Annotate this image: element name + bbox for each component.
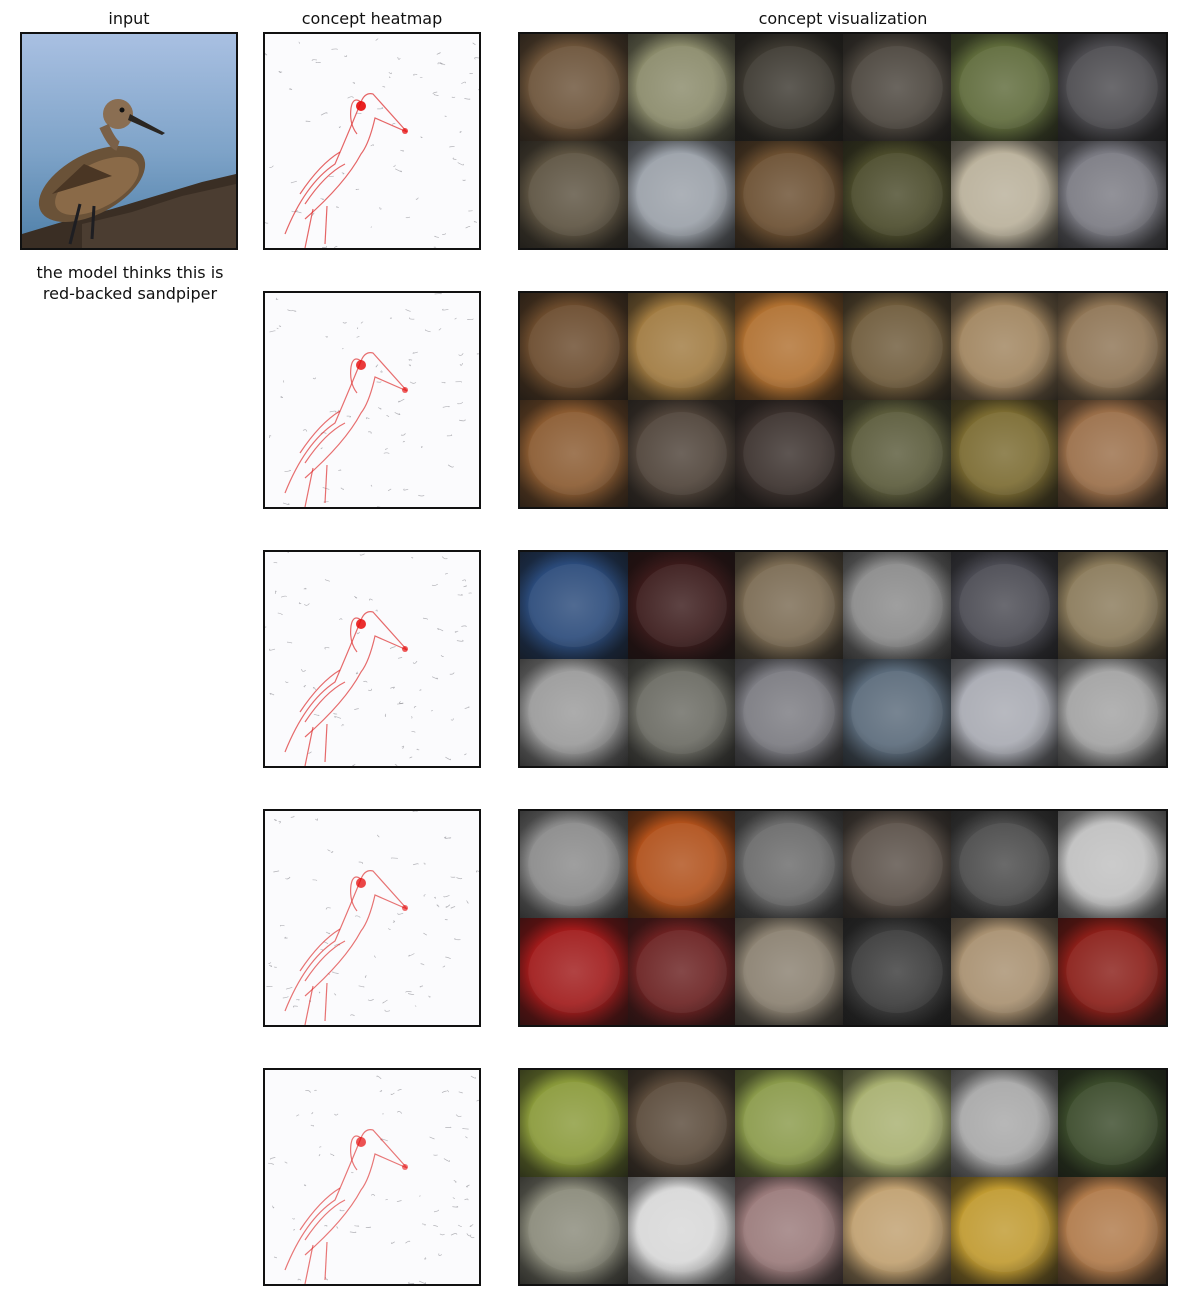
visualization-tile (520, 293, 628, 400)
visualization-tile (1058, 659, 1166, 766)
visualization-tile (735, 918, 843, 1025)
heatmap-hotspot-1 (356, 101, 366, 111)
concept-heatmap-3 (263, 550, 481, 768)
visualization-tile (735, 1070, 843, 1177)
visualization-tile (842, 141, 951, 248)
visualization-tile (842, 34, 951, 141)
visualization-tile (1058, 141, 1166, 248)
visualization-tile (950, 659, 1059, 766)
heatmap-hotspot-4 (356, 878, 366, 888)
visualization-tile (950, 293, 1059, 400)
caption-line-2: red-backed sandpiper (42, 284, 218, 303)
visualization-tile (627, 552, 736, 659)
visualization-tile (842, 293, 951, 400)
concept-visualization-1 (518, 32, 1168, 250)
visualization-tile (735, 293, 843, 400)
visualization-tile (627, 141, 736, 248)
visualization-tile (735, 141, 843, 248)
heatmap-header: concept heatmap (301, 9, 443, 28)
heatmap-drawing-5 (265, 1070, 479, 1284)
visualization-tile (1058, 34, 1166, 141)
visualization-tile (520, 1177, 628, 1284)
concept-heatmap-4 (263, 809, 481, 1027)
visualization-tile (1058, 552, 1166, 659)
visualization-tile (950, 1070, 1059, 1177)
visualization-tile (1058, 293, 1166, 400)
visualization-tile (520, 1070, 628, 1177)
visualization-tile (520, 659, 628, 766)
visualization-tile (627, 659, 736, 766)
visualization-tile (842, 811, 951, 918)
visualization-tile (520, 141, 628, 248)
concept-visualization-4 (518, 809, 1168, 1027)
visualization-tile (627, 1177, 736, 1284)
visualization-tile (1058, 1177, 1166, 1284)
visualization-tile (950, 141, 1059, 248)
heatmap-drawing-3 (265, 552, 479, 766)
visualization-tile (950, 918, 1059, 1025)
visualization-tile (627, 811, 736, 918)
heatmap-hotspot-3 (356, 619, 366, 629)
visualization-tile (1058, 1070, 1166, 1177)
concept-heatmap-2 (263, 291, 481, 509)
input-header: input (108, 9, 150, 28)
visualization-tile (950, 34, 1059, 141)
visualization-tile (520, 918, 628, 1025)
visualization-tile (842, 918, 951, 1025)
visualization-tile (1058, 811, 1166, 918)
visualization-tile (950, 811, 1059, 918)
heatmap-drawing-2 (265, 293, 479, 507)
heatmap-hotspot-5 (356, 1137, 366, 1147)
visualization-tile (842, 1177, 951, 1284)
concept-heatmap-5 (263, 1068, 481, 1286)
sandpiper-photo (22, 34, 236, 248)
concept-visualization-2 (518, 291, 1168, 509)
visualization-tile (950, 552, 1059, 659)
visualization-tile (950, 1177, 1059, 1284)
visualization-tile (735, 400, 843, 507)
visualization-tile (627, 1070, 736, 1177)
caption-line-1: the model thinks this is (36, 263, 224, 282)
visualization-tile (520, 34, 628, 141)
visualization-tile (735, 1177, 843, 1284)
heatmap-hotspot-2 (356, 360, 366, 370)
visualization-tile (627, 293, 736, 400)
heatmap-drawing-1 (265, 34, 479, 248)
visualization-tile (627, 400, 736, 507)
concept-visualization-5 (518, 1068, 1168, 1286)
visualization-tile (627, 34, 736, 141)
visualization-tile (842, 1070, 951, 1177)
visualization-tile (950, 400, 1059, 507)
visualization-tile (520, 811, 628, 918)
heatmap-drawing-4 (265, 811, 479, 1025)
visualization-tile (1058, 400, 1166, 507)
visualization-tile (842, 659, 951, 766)
visualization-tile (735, 811, 843, 918)
visualization-tile (735, 552, 843, 659)
prediction-caption: the model thinks this is red-backed sand… (10, 262, 250, 304)
concept-visualization-3 (518, 550, 1168, 768)
visualization-tile (520, 552, 628, 659)
visualization-tile (735, 659, 843, 766)
visualization-tile (520, 400, 628, 507)
visualization-tile (842, 400, 951, 507)
visualization-tile (842, 552, 951, 659)
concept-heatmap-1 (263, 32, 481, 250)
visualization-tile (627, 918, 736, 1025)
visualization-header: concept visualization (758, 9, 928, 28)
visualization-tile (735, 34, 843, 141)
visualization-tile (1058, 918, 1166, 1025)
input-image (20, 32, 238, 250)
